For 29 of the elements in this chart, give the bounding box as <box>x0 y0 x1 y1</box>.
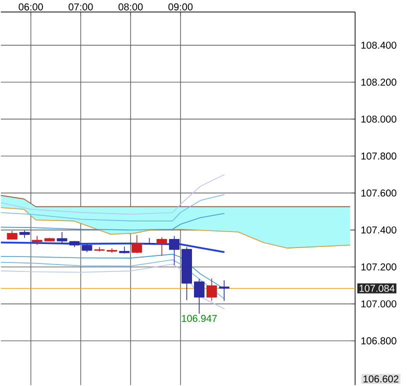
x-tick-label: 09:00 <box>168 4 193 11</box>
y-tick-label: 107.400 <box>361 226 396 234</box>
x-tick-label: 08:00 <box>118 4 143 11</box>
line-series <box>0 260 225 300</box>
x-tick-label: 07:00 <box>68 4 93 11</box>
y-tick-label: 108.200 <box>361 78 396 86</box>
candlestick <box>169 236 180 266</box>
y-tick-label: 107.000 <box>361 300 396 308</box>
annotation: 106.947 <box>182 315 217 322</box>
y-tick-label: 107.600 <box>361 190 396 197</box>
line-series <box>0 174 225 215</box>
candlestick <box>132 234 142 254</box>
candlestick <box>156 237 168 256</box>
line-series <box>0 207 351 249</box>
y-tick-label: 108.400 <box>361 42 396 49</box>
y-tick-label: 107.800 <box>361 152 396 160</box>
candlestick <box>119 246 130 254</box>
y-tick-label: 106.800 <box>361 338 396 345</box>
candlestick <box>194 278 204 314</box>
y-tick-label: 108.000 <box>361 116 396 123</box>
ref-line-label: 107.084 <box>360 285 395 292</box>
line-series <box>0 194 225 222</box>
candlestick <box>218 280 230 302</box>
candlestick <box>206 278 217 302</box>
y-tick-label: 107.200 <box>361 264 396 271</box>
line-series <box>0 264 225 310</box>
x-tick-label: 06:00 <box>18 4 43 11</box>
text: 106.602 <box>364 376 398 383</box>
line-series <box>0 213 225 231</box>
